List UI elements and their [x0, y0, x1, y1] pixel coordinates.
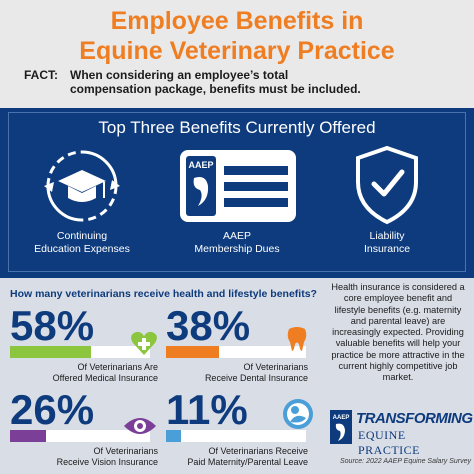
eye-icon [124, 418, 156, 434]
header-section [0, 0, 474, 108]
logo-line1: TRANSFORMING [356, 410, 473, 427]
stat-maternity-bar-fill [166, 430, 181, 442]
tooth-icon [287, 327, 307, 351]
side-text: Health insurance is considered a core em… [331, 282, 465, 383]
logo-badge-text: AAEP [333, 415, 350, 421]
benefit-membership-line1: AAEP [222, 230, 251, 242]
stat-medical-bar-fill [10, 346, 91, 358]
graduation-cap-icon [44, 150, 120, 222]
stat-maternity-label: Of Veterinarians Receive Paid Maternity/… [158, 446, 308, 468]
card-text: AAEP [188, 160, 213, 170]
membership-card-icon: AAEP [180, 150, 296, 222]
stat-maternity-bar [166, 430, 306, 442]
stat-dental-value: 38% [166, 302, 251, 349]
fact-text: When considering an employee’s total com… [70, 68, 361, 96]
shield-check-icon [356, 145, 418, 225]
stat-medical-line1: Of Veterinarians Are [77, 362, 158, 372]
stat-dental-line2: Receive Dental Insurance [204, 373, 308, 383]
fact-label: FACT: [24, 68, 58, 82]
stat-vision-bar [10, 430, 150, 442]
stat-vision-value: 26% [10, 386, 95, 433]
stat-dental-bar [166, 346, 306, 358]
stat-vision-line2: Receive Vision Insurance [56, 457, 158, 467]
stat-dental-bar-fill [166, 346, 219, 358]
stat-vision-bar-fill [10, 430, 46, 442]
stat-medical-value: 58% [10, 302, 95, 349]
benefit-liability: Liability Insurance [327, 230, 447, 256]
aaep-badge-icon: AAEP [330, 410, 352, 444]
benefit-membership-line2: Membership Dues [194, 243, 280, 255]
transforming-equine-practice-logo: AAEP TRANSFORMING EQUINE PRACTICE [330, 408, 473, 457]
stats-question: How many veterinarians receive health an… [10, 288, 317, 300]
benefit-education-line1: Continuing [56, 230, 108, 242]
stat-vision-label: Of Veterinarians Receive Vision Insuranc… [8, 446, 158, 468]
baby-icon [283, 399, 313, 429]
benefit-education-line2: Education Expenses [34, 243, 130, 255]
source-note: Source: 2022 AAEP Equine Salary Survey [340, 458, 472, 465]
page-title: Employee Benefits in Equine Veterinary P… [0, 6, 474, 66]
stat-vision-line1: Of Veterinarians [93, 446, 158, 456]
stat-maternity-line2: Paid Maternity/Parental Leave [187, 457, 308, 467]
benefit-liability-line2: Insurance [363, 243, 411, 255]
benefits-frame [8, 112, 466, 272]
stat-maternity-line1: Of Veterinarians Receive [208, 446, 308, 456]
title-line-1: Employee Benefits in [110, 7, 364, 35]
benefit-education: Continuing Education Expenses [22, 230, 142, 256]
stat-medical-line2: Offered Medical Insurance [52, 373, 158, 383]
benefit-liability-line1: Liability [369, 230, 405, 242]
logo-line2: EQUINE PRACTICE [358, 428, 421, 457]
heart-plus-icon [131, 331, 157, 355]
stat-medical-bar [10, 346, 150, 358]
benefit-membership: AAEP Membership Dues [177, 230, 297, 256]
stat-maternity-value: 11% [166, 386, 248, 433]
stat-dental-line1: Of Veterinarians [243, 362, 308, 372]
benefits-title: Top Three Benefits Currently Offered [98, 118, 376, 137]
stat-dental-label: Of Veterinarians Receive Dental Insuranc… [158, 362, 308, 384]
stat-medical-label: Of Veterinarians Are Offered Medical Ins… [8, 362, 158, 384]
title-line-2: Equine Veterinary Practice [79, 37, 395, 65]
